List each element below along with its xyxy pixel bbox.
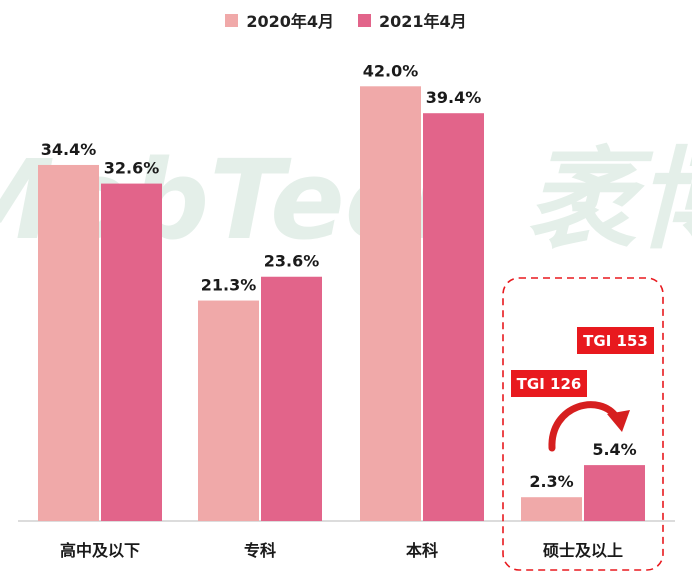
legend-label-2020: 2020年4月: [246, 12, 334, 31]
data-label-2020-0: 34.4%: [41, 140, 97, 159]
data-label-2021-0: 32.6%: [104, 159, 160, 178]
data-label-2020-3: 2.3%: [529, 472, 573, 491]
legend-item-2021: 2021年4月: [358, 8, 467, 32]
category-label-2: 本科: [406, 541, 438, 560]
data-label-2020-2: 42.0%: [363, 61, 419, 80]
trend-arrow-head: [607, 410, 630, 432]
bar-2021-3: [584, 465, 645, 521]
bar-2020-3: [521, 497, 582, 521]
bar-2021-1: [261, 276, 322, 521]
data-label-2021-3: 5.4%: [592, 440, 636, 459]
highlight-box: [502, 277, 664, 571]
bar-2020-0: [38, 164, 99, 521]
tgi-badge-text-1: TGI 153: [583, 332, 648, 350]
bar-2020-1: [198, 300, 259, 521]
category-label-1: 专科: [244, 541, 276, 560]
category-label-0: 高中及以下: [60, 541, 140, 560]
tgi-badge-0: [511, 370, 587, 397]
data-label-2021-1: 23.6%: [264, 252, 320, 271]
category-label-3: 硕士及以上: [543, 541, 623, 560]
legend-item-2020: 2020年4月: [225, 8, 334, 32]
bar-2021-2: [423, 113, 484, 522]
legend-swatch-2020: [225, 13, 239, 27]
tgi-badge-text-0: TGI 126: [517, 375, 582, 393]
bar-2020-2: [360, 86, 421, 522]
tgi-badge-1: [577, 327, 654, 354]
legend-swatch-2021: [358, 13, 371, 27]
chart-legend: 2020年4月 2021年4月: [0, 8, 692, 32]
legend-label-2021: 2021年4月: [379, 12, 467, 31]
data-label-2021-2: 39.4%: [426, 88, 482, 107]
bar-2021-0: [101, 183, 162, 521]
data-label-2020-1: 21.3%: [201, 276, 257, 295]
trend-arrow: [548, 401, 621, 452]
